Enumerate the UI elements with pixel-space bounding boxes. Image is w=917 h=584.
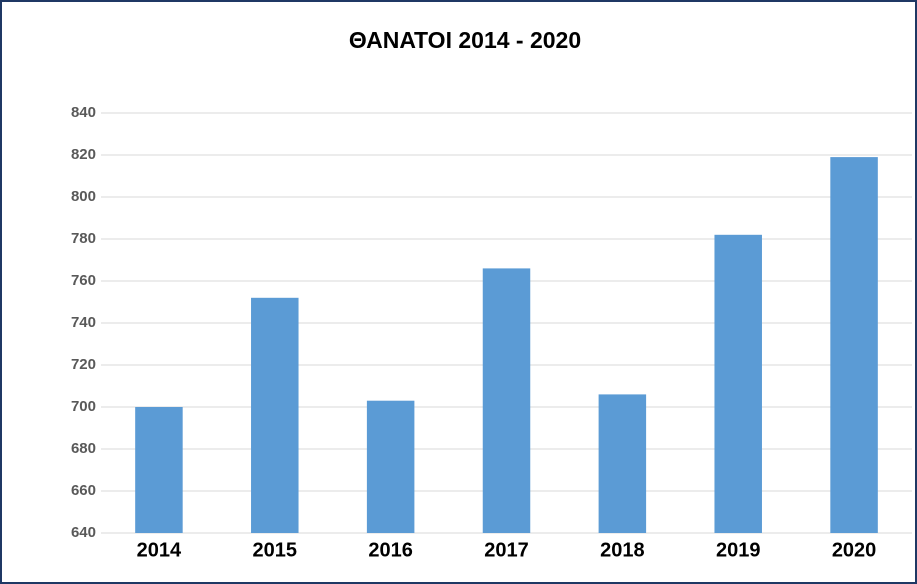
y-tick-label: 780 <box>71 230 96 247</box>
y-tick-label: 800 <box>71 188 96 205</box>
bar <box>482 268 531 533</box>
y-tick-label: 820 <box>71 146 96 163</box>
y-tick-label: 640 <box>71 524 96 541</box>
x-tick-label: 2017 <box>484 539 529 561</box>
x-tick-label: 2014 <box>137 539 182 561</box>
y-tick-label: 660 <box>71 482 96 499</box>
bar <box>830 157 878 533</box>
bar <box>714 234 762 534</box>
y-tick-label: 700 <box>71 398 96 415</box>
y-tick-label: 760 <box>71 272 96 289</box>
bar <box>251 297 299 533</box>
y-tick-label: 840 <box>71 104 96 121</box>
y-tick-label: 720 <box>71 356 96 373</box>
bar <box>598 394 647 533</box>
y-tick-label: 680 <box>71 440 96 457</box>
x-tick-label: 2016 <box>368 539 413 561</box>
bar <box>135 407 183 533</box>
y-tick-label: 740 <box>71 314 96 331</box>
x-tick-label: 2015 <box>253 539 298 561</box>
x-tick-label: 2020 <box>832 539 877 561</box>
bar <box>366 400 415 533</box>
x-tick-label: 2018 <box>600 539 645 561</box>
x-tick-label: 2019 <box>716 539 761 561</box>
chart-title: ΘΑΝΑΤΟΙ 2014 - 2020 <box>349 27 581 53</box>
